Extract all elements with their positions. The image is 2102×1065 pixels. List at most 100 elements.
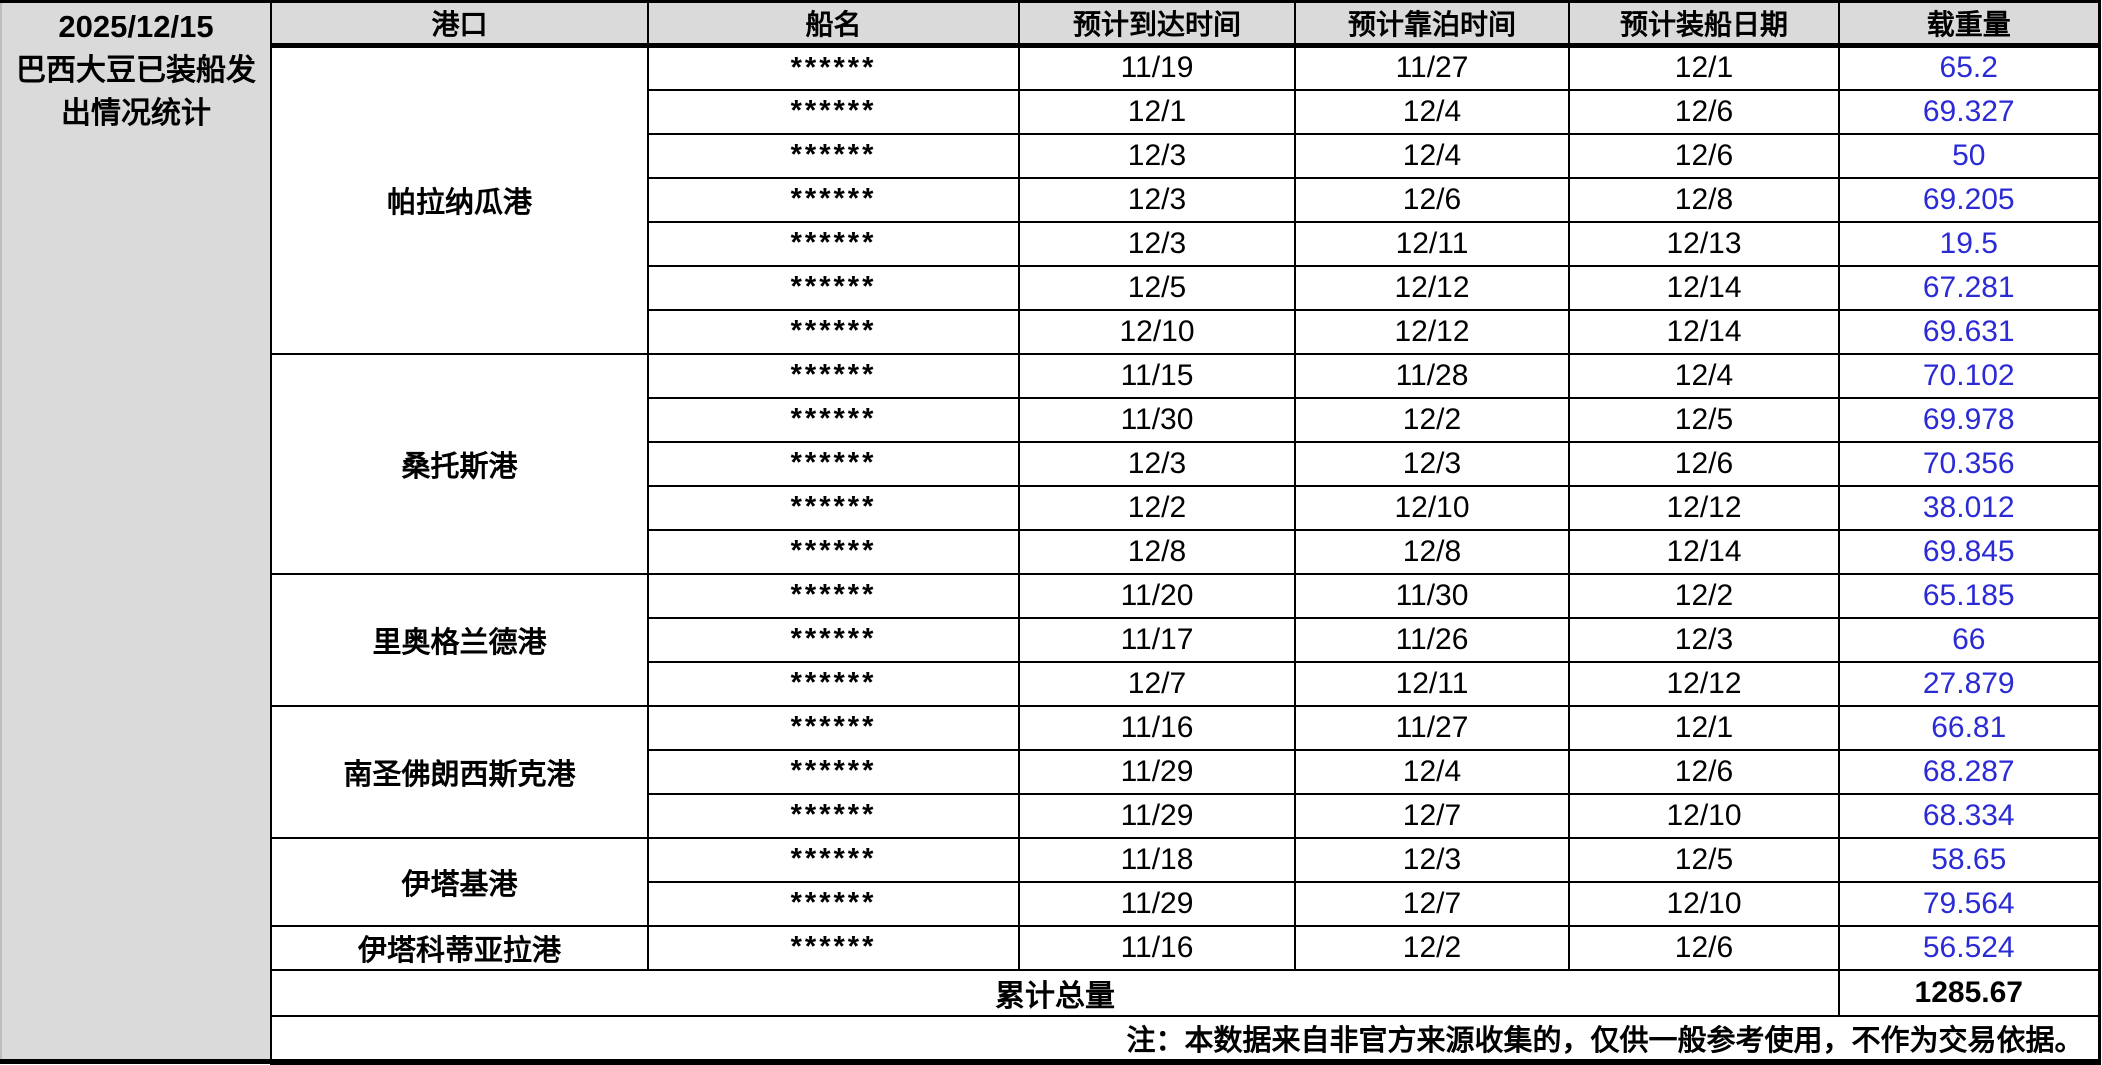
port-cell[interactable]: 里奥格兰德港 <box>270 572 649 707</box>
eta-cell[interactable]: 11/20 <box>1018 572 1296 619</box>
berth-cell[interactable]: 11/30 <box>1294 572 1570 619</box>
dwt-cell[interactable]: 66.81 <box>1838 704 2101 751</box>
ship-name-cell[interactable]: ****** <box>647 792 1020 839</box>
loading-date-cell[interactable]: 12/8 <box>1568 176 1840 223</box>
ship-name-cell[interactable]: ****** <box>647 396 1020 443</box>
berth-cell[interactable]: 12/7 <box>1294 880 1570 927</box>
loading-date-cell[interactable]: 12/3 <box>1568 616 1840 663</box>
dwt-cell[interactable]: 70.102 <box>1838 352 2101 399</box>
eta-cell[interactable]: 11/16 <box>1018 704 1296 751</box>
eta-cell[interactable]: 11/18 <box>1018 836 1296 883</box>
berth-cell[interactable]: 12/3 <box>1294 836 1570 883</box>
berth-cell[interactable]: 12/4 <box>1294 748 1570 795</box>
col-header-dwt[interactable]: 载重量 <box>1838 0 2101 48</box>
eta-cell[interactable]: 11/29 <box>1018 880 1296 927</box>
col-header-eta[interactable]: 预计到达时间 <box>1018 0 1296 48</box>
ship-name-cell[interactable]: ****** <box>647 616 1020 663</box>
dwt-cell[interactable]: 69.205 <box>1838 176 2101 223</box>
eta-cell[interactable]: 12/3 <box>1018 440 1296 487</box>
ship-name-cell[interactable]: ****** <box>647 880 1020 927</box>
eta-cell[interactable]: 11/29 <box>1018 792 1296 839</box>
loading-date-cell[interactable]: 12/5 <box>1568 836 1840 883</box>
eta-cell[interactable]: 12/8 <box>1018 528 1296 575</box>
loading-date-cell[interactable]: 12/4 <box>1568 352 1840 399</box>
loading-date-cell[interactable]: 12/6 <box>1568 924 1840 971</box>
eta-cell[interactable]: 12/7 <box>1018 660 1296 707</box>
col-header-ship[interactable]: 船名 <box>647 0 1020 48</box>
loading-date-cell[interactable]: 12/2 <box>1568 572 1840 619</box>
berth-cell[interactable]: 11/27 <box>1294 44 1570 91</box>
loading-date-cell[interactable]: 12/10 <box>1568 880 1840 927</box>
ship-name-cell[interactable]: ****** <box>647 352 1020 399</box>
port-cell[interactable]: 伊塔基港 <box>270 836 649 927</box>
ship-name-cell[interactable]: ****** <box>647 440 1020 487</box>
berth-cell[interactable]: 12/2 <box>1294 396 1570 443</box>
col-header-port[interactable]: 港口 <box>270 0 649 48</box>
ship-name-cell[interactable]: ****** <box>647 704 1020 751</box>
ship-name-cell[interactable]: ****** <box>647 220 1020 267</box>
port-cell[interactable]: 南圣佛朗西斯克港 <box>270 704 649 839</box>
loading-date-cell[interactable]: 12/14 <box>1568 528 1840 575</box>
ship-name-cell[interactable]: ****** <box>647 308 1020 355</box>
loading-date-cell[interactable]: 12/1 <box>1568 44 1840 91</box>
loading-date-cell[interactable]: 12/6 <box>1568 440 1840 487</box>
berth-cell[interactable]: 12/3 <box>1294 440 1570 487</box>
loading-date-cell[interactable]: 12/12 <box>1568 660 1840 707</box>
eta-cell[interactable]: 12/5 <box>1018 264 1296 311</box>
dwt-cell[interactable]: 69.978 <box>1838 396 2101 443</box>
berth-cell[interactable]: 12/6 <box>1294 176 1570 223</box>
berth-cell[interactable]: 12/2 <box>1294 924 1570 971</box>
dwt-cell[interactable]: 69.327 <box>1838 88 2101 135</box>
ship-name-cell[interactable]: ****** <box>647 264 1020 311</box>
dwt-cell[interactable]: 69.845 <box>1838 528 2101 575</box>
dwt-cell[interactable]: 50 <box>1838 132 2101 179</box>
eta-cell[interactable]: 11/15 <box>1018 352 1296 399</box>
dwt-cell[interactable]: 38.012 <box>1838 484 2101 531</box>
ship-name-cell[interactable]: ****** <box>647 88 1020 135</box>
ship-name-cell[interactable]: ****** <box>647 176 1020 223</box>
loading-date-cell[interactable]: 12/5 <box>1568 396 1840 443</box>
loading-date-cell[interactable]: 12/6 <box>1568 132 1840 179</box>
berth-cell[interactable]: 12/12 <box>1294 264 1570 311</box>
berth-cell[interactable]: 11/27 <box>1294 704 1570 751</box>
berth-cell[interactable]: 12/12 <box>1294 308 1570 355</box>
eta-cell[interactable]: 11/16 <box>1018 924 1296 971</box>
berth-cell[interactable]: 11/26 <box>1294 616 1570 663</box>
report-title-cell[interactable]: 2025/12/15 巴西大豆已装船发出情况统计 <box>0 0 272 1064</box>
ship-name-cell[interactable]: ****** <box>647 660 1020 707</box>
dwt-cell[interactable]: 58.65 <box>1838 836 2101 883</box>
loading-date-cell[interactable]: 12/6 <box>1568 88 1840 135</box>
eta-cell[interactable]: 11/30 <box>1018 396 1296 443</box>
berth-cell[interactable]: 12/7 <box>1294 792 1570 839</box>
dwt-cell[interactable]: 65.185 <box>1838 572 2101 619</box>
eta-cell[interactable]: 11/29 <box>1018 748 1296 795</box>
col-header-loading[interactable]: 预计装船日期 <box>1568 0 1840 48</box>
berth-cell[interactable]: 12/11 <box>1294 660 1570 707</box>
eta-cell[interactable]: 12/10 <box>1018 308 1296 355</box>
loading-date-cell[interactable]: 12/13 <box>1568 220 1840 267</box>
loading-date-cell[interactable]: 12/14 <box>1568 264 1840 311</box>
berth-cell[interactable]: 12/4 <box>1294 88 1570 135</box>
eta-cell[interactable]: 12/3 <box>1018 220 1296 267</box>
dwt-cell[interactable]: 67.281 <box>1838 264 2101 311</box>
loading-date-cell[interactable]: 12/1 <box>1568 704 1840 751</box>
dwt-cell[interactable]: 27.879 <box>1838 660 2101 707</box>
dwt-cell[interactable]: 79.564 <box>1838 880 2101 927</box>
berth-cell[interactable]: 12/8 <box>1294 528 1570 575</box>
dwt-cell[interactable]: 56.524 <box>1838 924 2101 971</box>
ship-name-cell[interactable]: ****** <box>647 836 1020 883</box>
col-header-berth[interactable]: 预计靠泊时间 <box>1294 0 1570 48</box>
ship-name-cell[interactable]: ****** <box>647 572 1020 619</box>
loading-date-cell[interactable]: 12/14 <box>1568 308 1840 355</box>
berth-cell[interactable]: 12/11 <box>1294 220 1570 267</box>
berth-cell[interactable]: 12/4 <box>1294 132 1570 179</box>
port-cell[interactable]: 帕拉纳瓜港 <box>270 44 649 355</box>
loading-date-cell[interactable]: 12/6 <box>1568 748 1840 795</box>
ship-name-cell[interactable]: ****** <box>647 748 1020 795</box>
port-cell[interactable]: 桑托斯港 <box>270 352 649 575</box>
eta-cell[interactable]: 12/2 <box>1018 484 1296 531</box>
ship-name-cell[interactable]: ****** <box>647 484 1020 531</box>
total-value-cell[interactable]: 1285.67 <box>1838 968 2101 1017</box>
loading-date-cell[interactable]: 12/10 <box>1568 792 1840 839</box>
dwt-cell[interactable]: 65.2 <box>1838 44 2101 91</box>
